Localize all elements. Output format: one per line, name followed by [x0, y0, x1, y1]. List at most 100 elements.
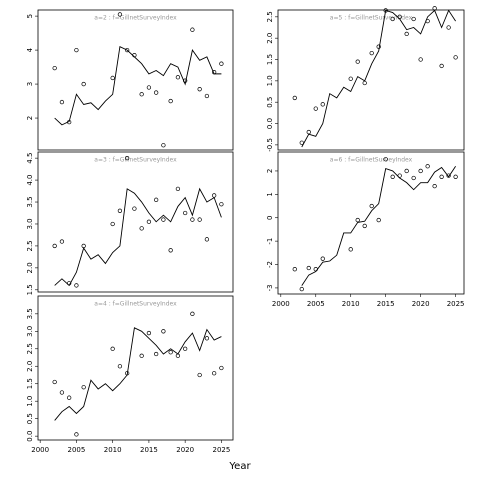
data-point [197, 87, 202, 92]
data-point [168, 350, 173, 355]
x-tick-label: 2010 [104, 446, 122, 454]
data-point [404, 168, 409, 174]
data-point [212, 371, 217, 376]
fitted-line [301, 166, 456, 286]
y-tick-label: 3.5 [26, 196, 34, 207]
panel-title: a=2 : f=GillnetSurveyIndex [94, 15, 177, 22]
panel-title: a=5 : f=GillnetSurveyIndex [330, 15, 413, 22]
y-tick-label: 4 [26, 47, 34, 52]
data-point [404, 31, 409, 37]
x-axis-label: Year [228, 461, 251, 472]
data-point [117, 208, 123, 213]
data-point [219, 202, 224, 207]
data-point [81, 81, 86, 87]
y-tick-label: -2 [266, 261, 274, 268]
y-tick-label: 1.5 [26, 378, 34, 389]
x-tick-label: 2025 [447, 300, 465, 308]
y-tick-label: 2.5 [26, 343, 34, 354]
data-point [292, 267, 297, 272]
y-tick-label: 1.5 [26, 284, 34, 295]
data-point [125, 155, 130, 161]
x-tick-label: 2000 [272, 300, 290, 308]
data-point [59, 390, 65, 395]
data-point [355, 59, 360, 64]
y-tick-label: -3 [266, 284, 274, 291]
data-point [139, 353, 144, 358]
data-point [212, 193, 217, 198]
data-point [418, 168, 423, 174]
x-tick-label: 2015 [377, 300, 395, 308]
data-point [197, 372, 202, 378]
data-point [432, 184, 437, 189]
data-point [219, 365, 224, 371]
data-point [59, 239, 65, 244]
y-tick-label: 3.0 [26, 326, 34, 337]
data-point [168, 98, 173, 104]
data-point [348, 76, 353, 81]
data-point [161, 329, 166, 334]
data-point [52, 379, 57, 385]
data-point [146, 330, 152, 336]
panel-title: a=4 : f=GillnetSurveyIndex [94, 301, 177, 308]
y-tick-label: 5 [26, 14, 34, 18]
y-tick-label: 1.0 [26, 396, 34, 407]
data-point [81, 385, 86, 390]
fitted-line [54, 327, 222, 421]
data-point [132, 206, 137, 211]
y-tick-label: 0.5 [266, 97, 274, 108]
y-tick-label: 0 [266, 216, 274, 220]
x-tick-label: 2015 [140, 446, 158, 454]
data-point [168, 248, 173, 253]
data-point [139, 92, 144, 97]
data-point [204, 237, 210, 242]
data-point [439, 174, 444, 179]
data-point [306, 129, 311, 135]
data-point [183, 346, 188, 351]
y-tick-label: 2.0 [266, 33, 274, 44]
data-point [154, 351, 159, 357]
data-point [453, 174, 458, 179]
x-tick-label: 2005 [68, 446, 86, 454]
y-tick-label: 0.0 [26, 431, 34, 442]
data-point [110, 221, 115, 227]
data-point [74, 283, 79, 288]
data-point [446, 25, 451, 30]
data-point [313, 106, 318, 111]
plot-frame [37, 151, 234, 293]
data-point [348, 247, 353, 252]
data-point [146, 219, 152, 224]
data-point [376, 217, 381, 223]
data-point [369, 203, 374, 209]
panel-title: a=3 : f=GillnetSurveyIndex [94, 157, 177, 164]
x-tick-label: 2005 [307, 300, 325, 308]
data-point [81, 243, 86, 249]
data-point [432, 6, 437, 11]
data-point [117, 364, 123, 369]
y-tick-label: 4.5 [26, 153, 34, 164]
data-point [74, 47, 79, 53]
data-point [292, 95, 297, 101]
x-tick-label: 2020 [412, 300, 430, 308]
y-tick-label: 2 [266, 169, 274, 173]
y-tick-label: 4.0 [26, 175, 34, 186]
panel-title: a=6 : f=GillnetSurveyIndex [330, 157, 413, 164]
x-tick-label: 2000 [31, 446, 49, 454]
y-tick-label: 2 [26, 116, 34, 120]
plot-frame [37, 9, 234, 151]
data-point [411, 16, 416, 22]
data-point [439, 63, 444, 69]
data-point [383, 157, 388, 162]
fitted-line [54, 187, 222, 287]
data-point [154, 90, 159, 95]
y-tick-label: 2.5 [266, 11, 274, 22]
y-tick-label: 3.0 [26, 218, 34, 229]
y-tick-label: 2.0 [26, 262, 34, 273]
y-tick-label: 0.0 [266, 118, 274, 129]
fitted-line [301, 9, 456, 148]
plot-frame [277, 151, 465, 295]
y-tick-label: 0.5 [26, 413, 34, 424]
x-tick-label: 2020 [176, 446, 194, 454]
data-point [362, 223, 367, 229]
data-point [320, 256, 325, 261]
data-point [190, 217, 195, 222]
